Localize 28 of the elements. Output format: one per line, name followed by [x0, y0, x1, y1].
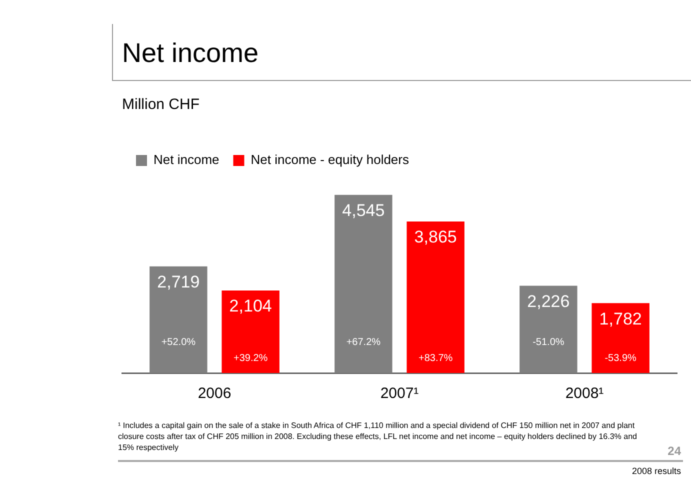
chart-title: Net income: [122, 38, 259, 69]
data-label: 2,226: [527, 292, 570, 311]
text: 24: [668, 444, 681, 458]
bar: [592, 303, 650, 373]
data-label: 3,865: [414, 228, 457, 247]
annotation: -51.0%: [532, 336, 564, 348]
annotation: +52.0%: [161, 336, 196, 348]
data-label: 2,719: [157, 272, 200, 292]
x-tick-label: 2006: [198, 385, 232, 402]
chart-subtitle: Million CHF: [122, 96, 200, 113]
text: ¹ Includes a capital gain on the sale of a stake in South Africa of CHF 1,110 million and a special dividend of CHF 150 million net in 2007 and plant closure costs after tax of CHF 205 million in 2008. Excluding these effects, LFL net income and net income – equity holders declined by 16.3% and 15% respectively: [118, 420, 638, 453]
data-label: 4,545: [342, 201, 385, 220]
annotation: +67.2%: [346, 336, 381, 348]
annotation: -53.9%: [604, 352, 637, 364]
legend-label: Net income - equity holders: [250, 152, 410, 168]
annotation: +83.7%: [418, 352, 453, 364]
text: 2008 results: [632, 466, 681, 476]
legend-label: Net income: [154, 152, 220, 168]
bar: [520, 286, 578, 373]
annotation: +39.2%: [233, 352, 268, 364]
bar: [406, 221, 464, 373]
x-tick-label: 2007¹: [380, 385, 419, 402]
x-tick-label: 2008¹: [565, 385, 604, 402]
data-label: 1,782: [599, 309, 642, 328]
bar: [222, 290, 280, 373]
data-label: 2,104: [229, 296, 272, 316]
bar: [334, 194, 392, 373]
bar: [150, 266, 208, 373]
